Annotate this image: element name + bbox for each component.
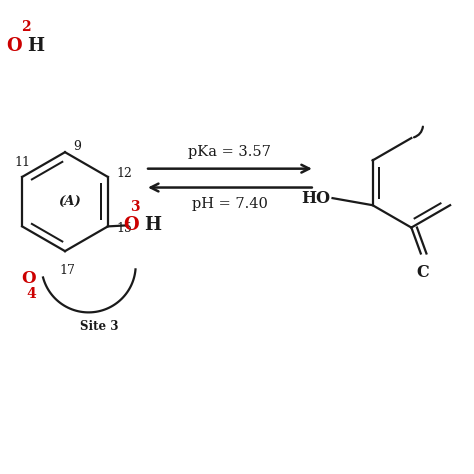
Text: Site 3: Site 3 — [80, 320, 118, 333]
Text: 3: 3 — [130, 200, 139, 214]
Text: 2: 2 — [21, 20, 31, 34]
Text: HO: HO — [301, 190, 330, 207]
Text: 12: 12 — [116, 167, 132, 180]
Text: pKa = 3.57: pKa = 3.57 — [189, 145, 272, 159]
Text: H: H — [144, 217, 161, 235]
Text: (A): (A) — [58, 195, 81, 208]
Text: O: O — [21, 270, 36, 287]
Text: 17: 17 — [59, 264, 75, 277]
Text: pH = 7.40: pH = 7.40 — [192, 197, 268, 211]
Text: O: O — [6, 37, 22, 55]
Text: H: H — [27, 37, 44, 55]
Text: 9: 9 — [73, 140, 82, 153]
Text: 11: 11 — [14, 155, 30, 169]
Text: C: C — [417, 264, 429, 281]
Text: O: O — [124, 217, 139, 235]
Text: 4: 4 — [26, 287, 36, 301]
Text: 15: 15 — [116, 222, 132, 235]
